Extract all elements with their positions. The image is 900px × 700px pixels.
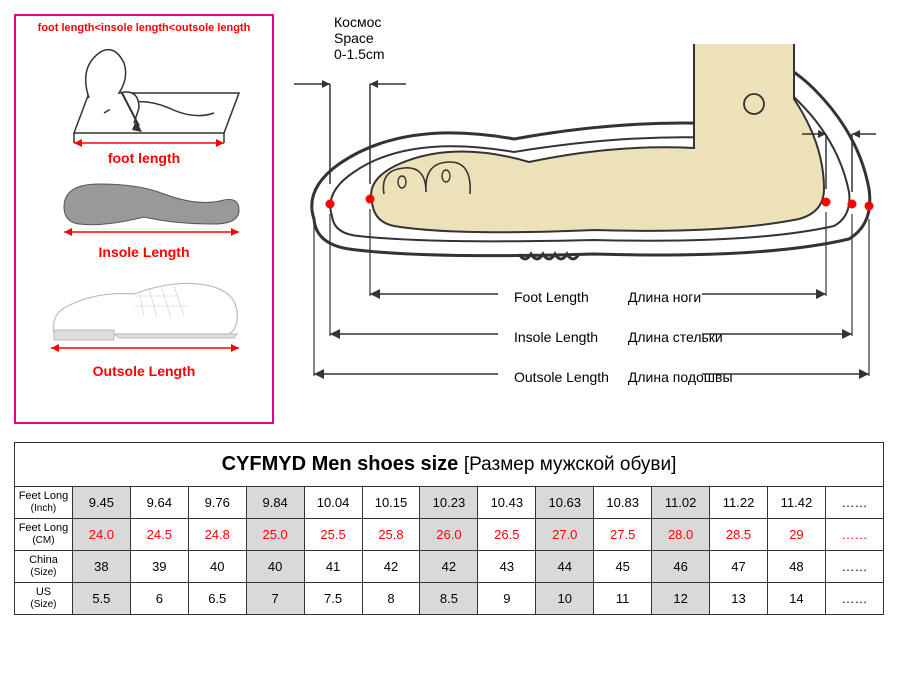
table-cell: 24.8 [188, 519, 246, 551]
table-cell: 44 [536, 551, 594, 583]
table-cell: 26.5 [478, 519, 536, 551]
table-cell: 11.02 [652, 487, 710, 519]
row-head-inch: Feet Long(Inch) [15, 487, 73, 519]
table-cell: 6 [130, 583, 188, 615]
dim-outsole: Outsole Length Длина подошвы [514, 369, 733, 385]
table-cell: 25.5 [304, 519, 362, 551]
dim-insole: Insole Length Длина стельки [514, 329, 733, 345]
table-cell: 10.63 [536, 487, 594, 519]
table-title-ru: [Размер мужской обуви] [464, 454, 677, 475]
table-cell: 25.0 [246, 519, 304, 551]
table-cell: 13 [710, 583, 768, 615]
table-title-cell: CYFMYD Men shoes size [Размер мужской об… [15, 443, 884, 487]
table-cell: 11.22 [710, 487, 768, 519]
table-cell: 8 [362, 583, 420, 615]
dimension-labels: Foot Length Длина ноги Insole Length Дли… [514, 289, 733, 409]
table-cell: 28.5 [710, 519, 768, 551]
table-cell: 43 [478, 551, 536, 583]
table-cell: 27.5 [594, 519, 652, 551]
table-cell: 8.5 [420, 583, 478, 615]
table-cell: …… [825, 519, 883, 551]
table-cell: 42 [420, 551, 478, 583]
top-section: foot length<insole length<outsole length… [14, 14, 886, 424]
table-cell: 10.04 [304, 487, 362, 519]
table-cell: 11.42 [767, 487, 825, 519]
table-cell: …… [825, 551, 883, 583]
table-cell: 10.23 [420, 487, 478, 519]
table-cell: 40 [188, 551, 246, 583]
row-cm: Feet Long(CM) 24.024.524.825.025.525.826… [15, 519, 884, 551]
table-cell: 10.43 [478, 487, 536, 519]
foot-trace-icon [44, 38, 244, 148]
insole-icon [44, 172, 244, 242]
outsole-shoe-icon [39, 266, 249, 361]
table-cell: 9.45 [72, 487, 130, 519]
table-cell: 39 [130, 551, 188, 583]
left-reference-panel: foot length<insole length<outsole length… [14, 14, 274, 424]
outsole-length-label: Outsole Length [93, 363, 196, 379]
table-cell: 9.64 [130, 487, 188, 519]
row-head-cm: Feet Long(CM) [15, 519, 73, 551]
row-head-china: China(Size) [15, 551, 73, 583]
row-us: US(Size) 5.566.577.588.591011121314…… [15, 583, 884, 615]
insole-block: Insole Length [22, 172, 266, 260]
table-cell: 12 [652, 583, 710, 615]
table-cell: 26.0 [420, 519, 478, 551]
table-title-row: CYFMYD Men shoes size [Размер мужской об… [15, 443, 884, 487]
table-cell: 48 [767, 551, 825, 583]
size-table: CYFMYD Men shoes size [Размер мужской об… [14, 442, 884, 615]
table-cell: 46 [652, 551, 710, 583]
table-cell: 9 [478, 583, 536, 615]
table-cell: 14 [767, 583, 825, 615]
table-cell: 7.5 [304, 583, 362, 615]
dim-foot: Foot Length Длина ноги [514, 289, 733, 305]
table-cell: 28.0 [652, 519, 710, 551]
table-cell: 10 [536, 583, 594, 615]
table-title-en: CYFMYD Men shoes size [222, 453, 459, 475]
table-cell: 38 [72, 551, 130, 583]
table-cell: 45 [594, 551, 652, 583]
table-cell: 24.5 [130, 519, 188, 551]
table-cell: 7 [246, 583, 304, 615]
row-inch: Feet Long(Inch) 9.459.649.769.8410.0410.… [15, 487, 884, 519]
table-cell: 5.5 [72, 583, 130, 615]
table-cell: 9.76 [188, 487, 246, 519]
table-cell: 41 [304, 551, 362, 583]
table-cell: 25.8 [362, 519, 420, 551]
table-cell: 9.84 [246, 487, 304, 519]
foot-length-block: foot length [22, 38, 266, 166]
table-cell: 10.83 [594, 487, 652, 519]
outsole-block: Outsole Length [22, 266, 266, 379]
table-cell: 47 [710, 551, 768, 583]
table-cell: 24.0 [72, 519, 130, 551]
table-cell: 42 [362, 551, 420, 583]
table-cell: 11 [594, 583, 652, 615]
table-cell: 29 [767, 519, 825, 551]
shoe-cross-section-diagram: Космос Space 0-1.5cm [294, 14, 886, 424]
length-rule-text: foot length<insole length<outsole length [22, 22, 266, 34]
row-head-us: US(Size) [15, 583, 73, 615]
insole-length-label: Insole Length [99, 244, 190, 260]
space-label-ru: Космос [334, 14, 385, 30]
table-cell: 40 [246, 551, 304, 583]
table-cell: …… [825, 583, 883, 615]
foot-length-label: foot length [108, 150, 180, 166]
table-cell: 6.5 [188, 583, 246, 615]
table-cell: 10.15 [362, 487, 420, 519]
row-china: China(Size) 38394040414242434445464748…… [15, 551, 884, 583]
table-cell: …… [825, 487, 883, 519]
table-cell: 27.0 [536, 519, 594, 551]
